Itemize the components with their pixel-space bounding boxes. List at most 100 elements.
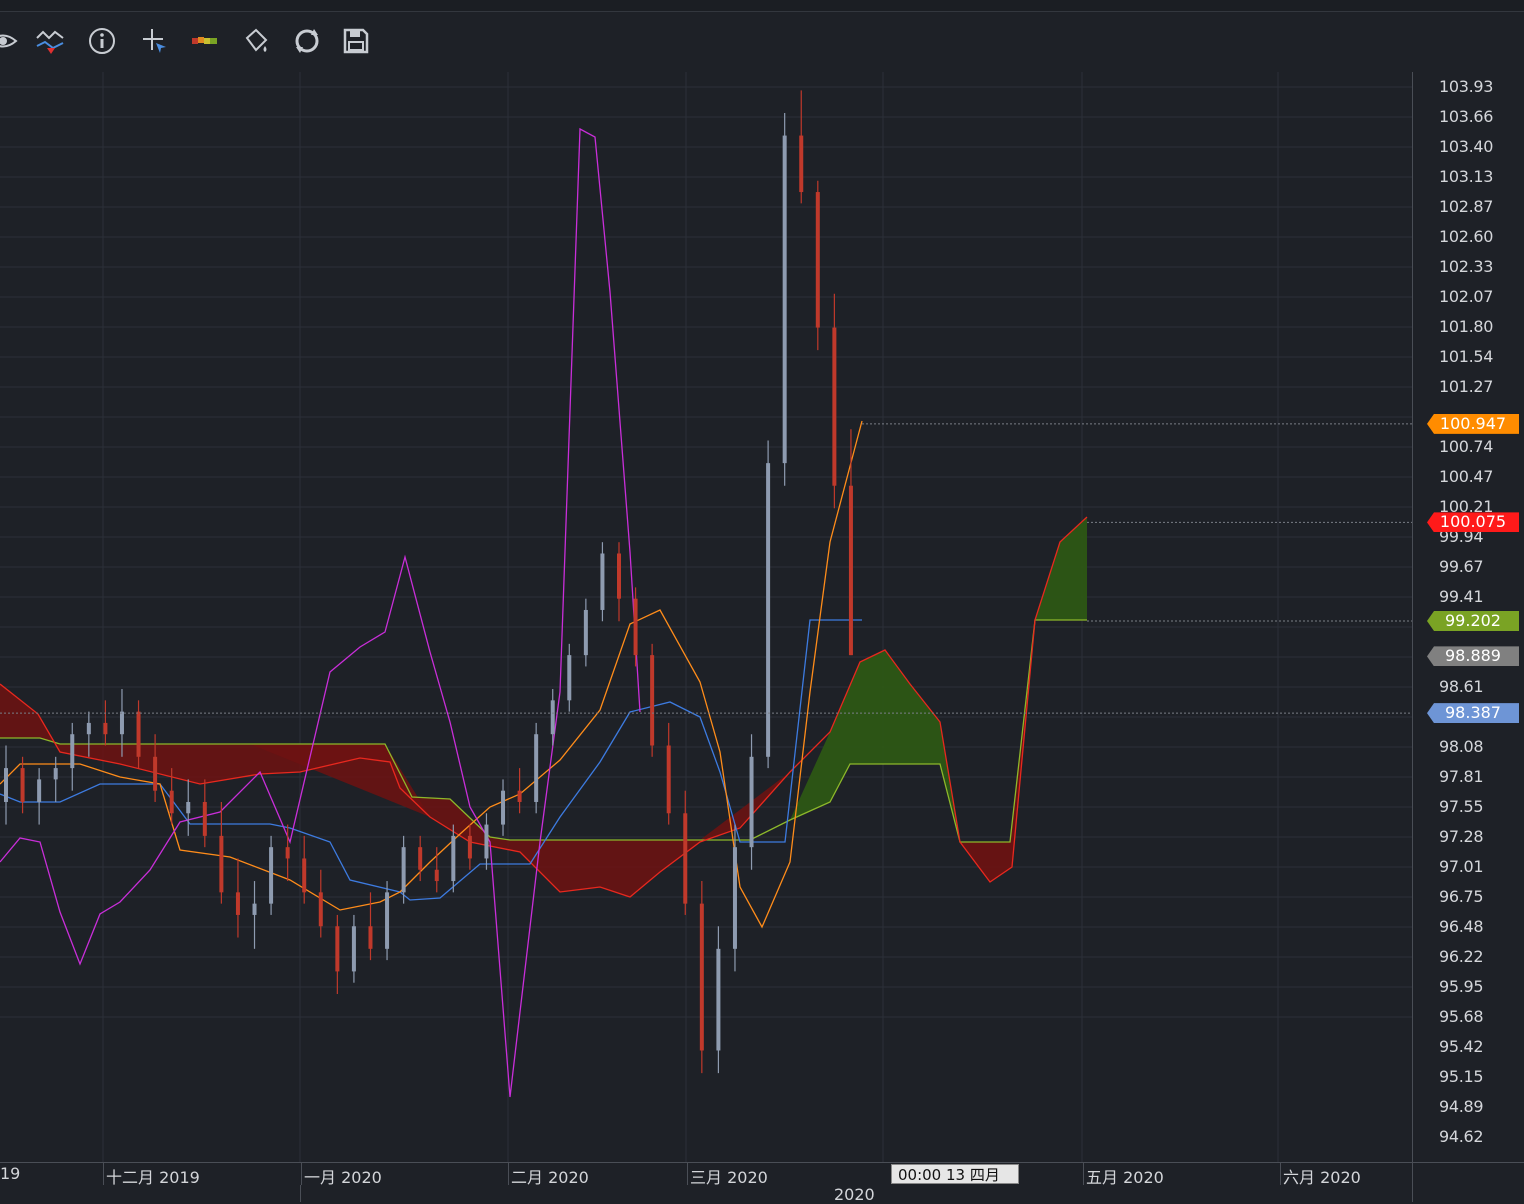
cloud-bear-region [960,620,1035,882]
candle-body [70,734,75,769]
candle-body [119,711,124,735]
candle-body [318,892,323,927]
candle-body [616,553,621,599]
time-tick-separator [508,1163,509,1185]
price-tick-label: 95.68 [1439,1007,1484,1026]
axis-corner [1412,1162,1524,1202]
price-tick-label: 102.33 [1439,257,1494,276]
candle-body [815,192,820,328]
candle-body [368,926,373,949]
candle-body [401,847,406,893]
info-icon[interactable] [85,24,119,58]
refresh-icon[interactable] [290,24,324,58]
candle-body [517,790,522,802]
time-axis[interactable]: 00:00 13 四月 2020 19 十二月 2019 一月 2020 二月 202… [0,1162,1412,1204]
candle-body [136,711,141,757]
chart-grid [0,72,1412,1162]
candle-body [302,858,307,893]
candle-body [550,700,555,735]
price-tick-label: 95.42 [1439,1037,1484,1056]
candle-body [4,768,8,802]
candle-body [699,903,704,1051]
candle-body [451,835,456,882]
ichimoku-chart[interactable] [0,72,1412,1162]
candle-body [600,553,605,610]
price-tag: 99.202 [1427,611,1519,632]
price-tag: 100.075 [1427,512,1519,533]
candle-body [683,813,688,904]
price-tick-label: 103.93 [1439,77,1494,96]
candle-body [534,734,539,802]
price-tick-label: 99.67 [1439,557,1484,576]
price-tick-label: 101.27 [1439,377,1494,396]
chart-plot-area[interactable] [0,72,1412,1162]
candle-body [285,847,290,859]
cloud-bull-region [1035,517,1087,620]
paint-bucket-icon[interactable] [239,24,273,58]
price-tick-label: 99.41 [1439,587,1484,606]
time-tick-label: 二月 2020 [511,1168,589,1187]
candle-body [434,869,439,882]
chikou-span-line [0,127,641,1098]
candle-body [351,926,356,972]
candlesticks [4,90,853,1074]
price-tick-label: 101.80 [1439,317,1494,336]
candle-body [766,463,771,757]
candle-body [252,903,257,915]
eye-icon[interactable] [0,24,20,58]
price-tick-label: 95.95 [1439,977,1484,996]
candle-body [169,790,174,814]
price-tick-label: 97.28 [1439,827,1484,846]
candle-body [385,892,390,949]
candle-body [799,135,804,193]
candle-body [501,790,506,825]
time-tick-label: 五月 2020 [1086,1168,1164,1187]
candle-body [86,722,91,735]
candle-body [484,824,489,859]
time-tick-separator [301,1163,302,1185]
price-tag: 100.947 [1427,413,1519,434]
candle-body [53,768,58,780]
time-tick-separator [1280,1163,1281,1185]
candle-body [716,948,721,1051]
candle-body [202,801,207,836]
senkou-span-b-line [0,619,1087,843]
price-tick-label: 102.87 [1439,197,1494,216]
crosshair-time-label: 00:00 13 四月 [891,1164,1019,1184]
price-tick-label: 102.07 [1439,287,1494,306]
price-tick-label: 103.40 [1439,137,1494,156]
price-tag: 98.387 [1427,703,1519,724]
ribbon-icon[interactable] [188,24,222,58]
senkou-span-a-line [0,516,1088,898]
year-separator [300,1185,301,1202]
time-tick-separator [103,1163,104,1185]
crosshair-icon[interactable] [137,24,171,58]
candle-body [335,926,340,972]
price-tick-label: 94.62 [1439,1127,1484,1146]
price-tick-label: 101.54 [1439,347,1494,366]
price-tick-label: 103.13 [1439,167,1494,186]
candle-body [732,847,737,949]
candle-body [848,485,853,656]
price-tick-label: 96.22 [1439,947,1484,966]
year-label: 2020 [834,1185,875,1204]
candle-body [186,801,191,814]
price-tick-label: 100.21 [1439,497,1494,516]
cloud-bear-region [250,744,790,897]
time-tick-label: 六月 2020 [1283,1168,1361,1187]
candle-body [153,756,158,791]
time-tick-label: 一月 2020 [304,1168,382,1187]
time-tick-label: 三月 2020 [690,1168,768,1187]
cloud-bull-region [790,650,960,842]
time-tick-label: 十二月 2019 [106,1168,200,1187]
time-tick-separator [687,1163,688,1185]
indicator-lines [0,127,1088,1098]
save-icon[interactable] [339,24,373,58]
price-tick-label: 98.61 [1439,677,1484,696]
candle-body [269,847,274,904]
indicator-icon[interactable] [34,24,68,58]
price-axis[interactable]: 103.93 103.66 103.40 103.13 102.87 102.60 102.… [1412,72,1524,1162]
candle-body [633,598,638,656]
price-tick-label: 102.60 [1439,227,1494,246]
time-tick-label: 19 [0,1164,21,1183]
